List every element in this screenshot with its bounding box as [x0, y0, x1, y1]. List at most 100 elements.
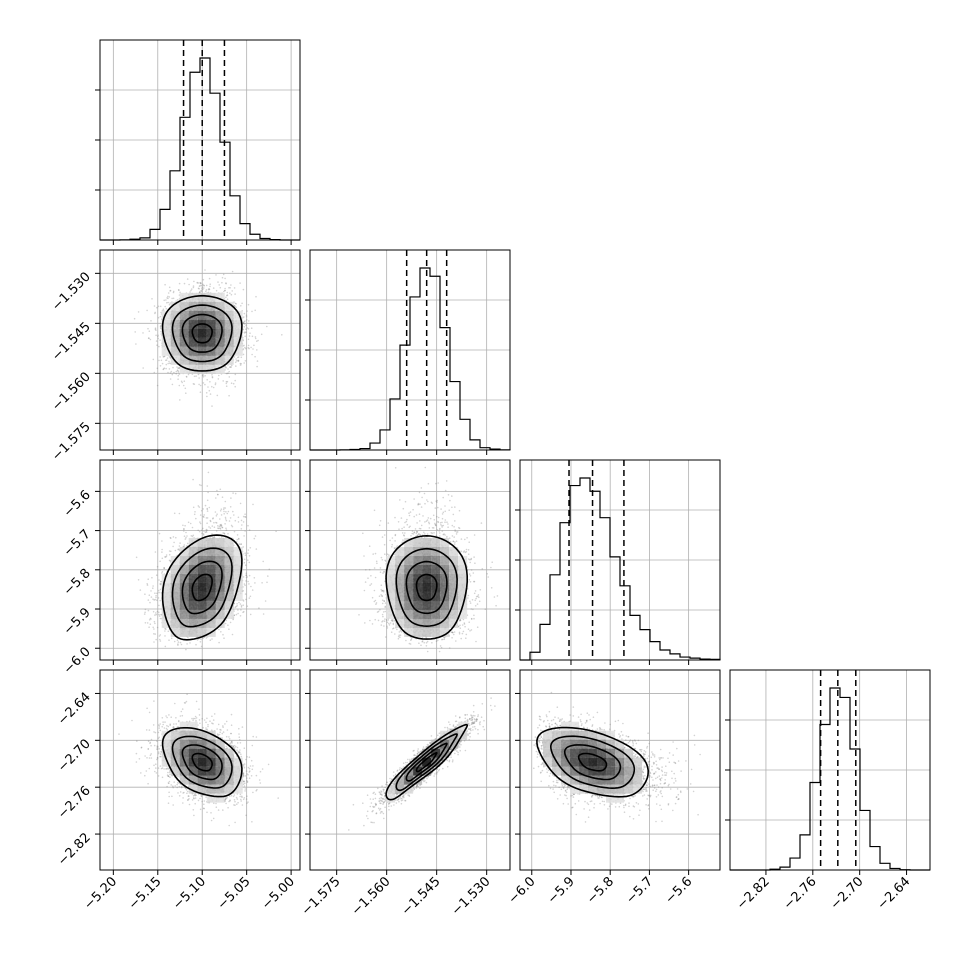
- sample-point: [162, 308, 165, 310]
- sample-point: [156, 384, 159, 387]
- sample-point: [176, 366, 178, 368]
- sample-point: [144, 622, 147, 624]
- sample-point: [242, 339, 245, 342]
- sample-point: [203, 287, 205, 289]
- sample-point: [231, 364, 233, 367]
- sample-point: [199, 284, 202, 287]
- sample-point: [192, 285, 195, 287]
- sample-point: [219, 286, 222, 289]
- panel-frame: [99, 249, 301, 451]
- sample-point: [153, 633, 155, 635]
- sample-point: [216, 489, 218, 492]
- sample-point: [203, 284, 205, 287]
- sample-point: [218, 284, 220, 286]
- sample-point: [202, 637, 204, 640]
- sample-point: [169, 537, 172, 539]
- sample-point: [162, 368, 164, 371]
- sample-point: [183, 530, 185, 532]
- sample-point: [240, 305, 242, 307]
- sample-point: [182, 545, 185, 548]
- sample-point: [209, 527, 212, 529]
- sample-point: [243, 321, 246, 323]
- sample-point: [211, 405, 213, 407]
- sample-point: [164, 635, 166, 637]
- sample-point: [250, 585, 252, 588]
- sample-point: [134, 331, 136, 333]
- sample-point: [242, 600, 245, 602]
- density-cell: [170, 319, 180, 329]
- sample-point: [179, 542, 181, 544]
- sample-point: [234, 302, 237, 305]
- histogram-step-line: [100, 57, 300, 241]
- sample-point: [156, 344, 158, 346]
- sample-point: [167, 371, 169, 374]
- sample-point: [221, 526, 224, 529]
- sample-point: [204, 531, 207, 534]
- density-cell: [179, 292, 189, 302]
- sample-point: [225, 366, 227, 369]
- y-tick-label: −1.575: [49, 420, 94, 465]
- sample-point: [239, 615, 242, 617]
- sample-point: [188, 283, 190, 286]
- sample-point: [233, 514, 235, 516]
- sample-point: [237, 612, 239, 615]
- sample-point: [192, 286, 195, 289]
- sample-point: [179, 291, 181, 294]
- sample-point: [237, 359, 240, 362]
- density-cell: [224, 346, 234, 356]
- sample-point: [174, 549, 177, 552]
- sample-point: [168, 286, 171, 289]
- sample-point: [230, 382, 233, 384]
- sample-point: [169, 290, 171, 292]
- y-tick-label: −1.530: [49, 270, 94, 315]
- sample-point: [164, 283, 166, 286]
- density-cell: [161, 310, 171, 320]
- density-cell: [197, 328, 207, 338]
- sample-point: [243, 332, 246, 334]
- sample-point: [209, 639, 212, 641]
- sample-point: [146, 622, 149, 624]
- scatter-layer: [133, 269, 283, 407]
- sample-point: [178, 282, 181, 285]
- sample-point: [189, 291, 191, 293]
- sample-point: [241, 302, 243, 305]
- sample-point: [177, 370, 179, 372]
- y-tick-label: −1.560: [49, 370, 94, 415]
- sample-point: [245, 572, 248, 574]
- sample-point: [185, 392, 187, 394]
- sample-point: [171, 383, 174, 386]
- sample-point: [177, 643, 179, 645]
- scatter-layer: [135, 460, 277, 651]
- density-cell: [233, 328, 243, 338]
- corner-panels: −1.575−1.560−1.545−1.530−6.0−5.9−5.8−5.7…: [49, 39, 931, 919]
- sample-point: [243, 362, 245, 364]
- sample-point: [169, 362, 171, 364]
- density-cell: [170, 346, 180, 356]
- density-cell: [206, 337, 216, 347]
- sample-point: [211, 638, 213, 640]
- sample-point: [155, 340, 158, 342]
- sample-point: [209, 381, 211, 383]
- sample-point: [234, 293, 236, 295]
- density-cell: [224, 310, 234, 320]
- sample-point: [211, 376, 214, 378]
- sample-point: [180, 380, 183, 383]
- sample-point: [235, 365, 237, 367]
- sample-point: [244, 320, 246, 322]
- sample-point: [208, 389, 211, 392]
- sample-point: [168, 296, 171, 298]
- sample-point: [206, 499, 209, 502]
- sample-point: [247, 338, 250, 341]
- sample-point: [226, 294, 228, 297]
- sample-point: [177, 374, 180, 377]
- sample-point: [186, 278, 189, 280]
- sample-point: [137, 311, 140, 313]
- sample-point: [178, 289, 180, 291]
- density-cell: [224, 319, 234, 329]
- sample-point: [154, 312, 156, 315]
- sample-point: [200, 509, 203, 512]
- sample-point: [206, 379, 208, 381]
- density-cell: [197, 310, 207, 320]
- sample-point: [215, 289, 218, 292]
